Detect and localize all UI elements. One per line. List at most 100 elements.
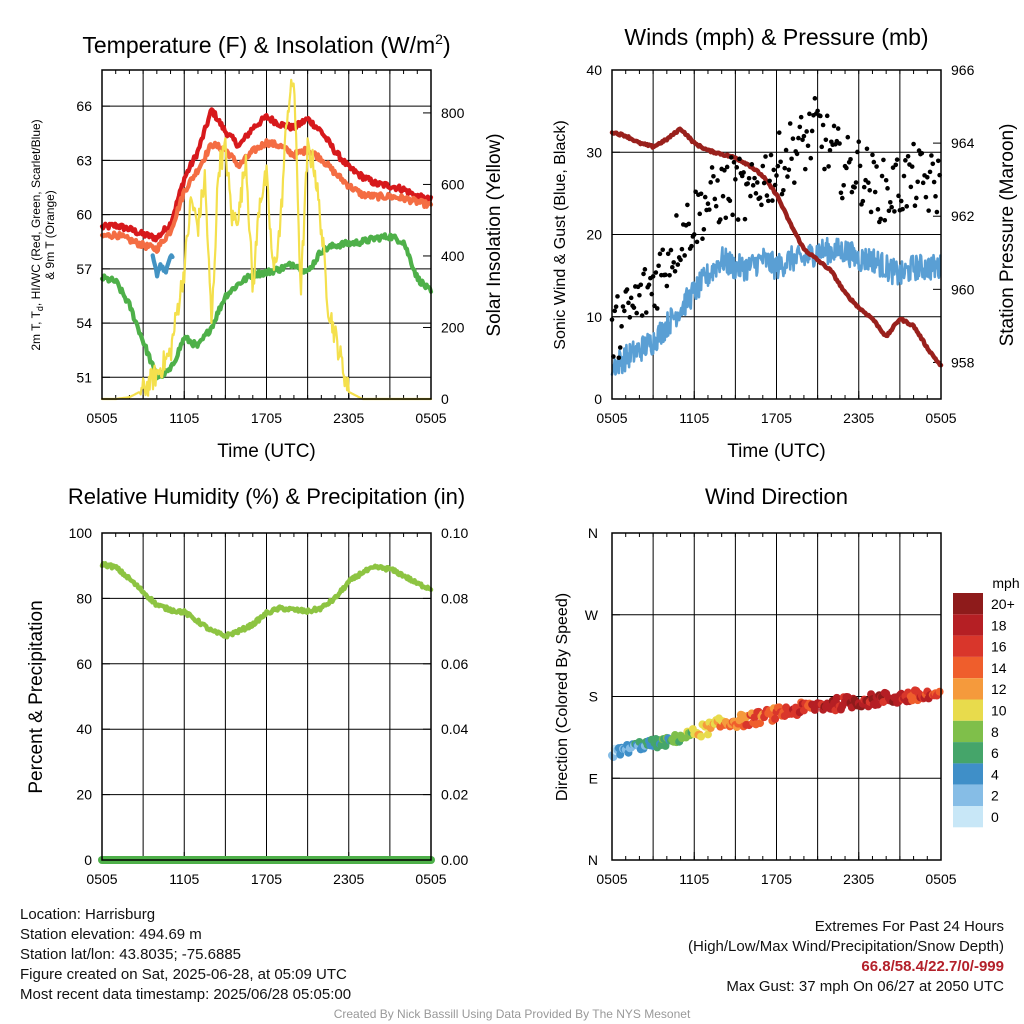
gust-point [742, 216, 748, 222]
gust-point [786, 167, 792, 173]
gust-point [894, 157, 900, 162]
gust-point [616, 355, 622, 361]
temperature-xlabel: Time (UTC) [217, 441, 316, 462]
winds-ytick-label: 20 [586, 227, 602, 243]
gust-point [715, 178, 720, 183]
gust-point [904, 204, 910, 209]
insolation-ytick-right-label: 400 [441, 248, 465, 264]
legend-label: 12 [991, 681, 1007, 697]
gust-point [689, 243, 694, 249]
gust-point [879, 173, 885, 179]
gust-point [911, 141, 916, 147]
gust-point [631, 305, 637, 310]
gust-point [915, 179, 920, 185]
gust-point [650, 274, 656, 279]
temperature-ylabel-line1: 2m T, Td, HI/WC (Red, Green, Scarlet/Blu… [29, 119, 45, 350]
gust-point [792, 180, 797, 185]
gust-point [663, 272, 668, 278]
gust-point [753, 191, 759, 196]
gust-point [731, 159, 737, 165]
direction-xtick-label: 1705 [761, 871, 792, 887]
insolation-ylabel: Solar Insolation (Yellow) [484, 133, 505, 336]
gust-point [741, 170, 746, 175]
winds-xlabel: Time (UTC) [727, 441, 826, 462]
humidity-ylabel: Percent & Precipitation [26, 600, 47, 793]
gust-point [783, 147, 789, 153]
gust-point [820, 122, 826, 128]
humidity-xtick-label: 1105 [169, 871, 199, 887]
gust-point [886, 208, 892, 214]
gust-point [720, 193, 726, 199]
gust-point [794, 151, 800, 157]
gust-point [883, 177, 889, 183]
station-info: Location: Harrisburg Station elevation: … [20, 905, 351, 1005]
humidity-ylabel-group: Percent & Precipitation [26, 600, 47, 793]
gust-point [919, 150, 925, 156]
legend-title: mph [992, 575, 1019, 591]
gust-point [653, 270, 659, 275]
gust-point [889, 204, 894, 210]
temperature-ytick-label: 60 [76, 207, 92, 223]
gust-point [866, 180, 871, 185]
gust-point [885, 186, 890, 191]
pressure-ytick-right-label: 960 [951, 281, 975, 297]
gust-point [620, 304, 626, 309]
gust-point [929, 153, 934, 158]
gust-point [892, 209, 897, 214]
legend-swatch [953, 656, 983, 679]
gust-point [660, 247, 666, 253]
humidity-ytick-label: 20 [76, 787, 92, 803]
humidity-xtick-label: 0505 [86, 871, 117, 887]
legend-swatch [953, 593, 983, 615]
gust-point [643, 310, 649, 315]
gust-point [903, 158, 908, 163]
gust-point [707, 207, 712, 212]
gust-point [634, 310, 639, 316]
gust-point [641, 271, 646, 277]
humidity-ytick-label: 80 [76, 590, 92, 606]
gust-point [637, 292, 642, 298]
gust-point [739, 173, 745, 179]
temperature-xtick-label: 2305 [333, 410, 364, 426]
legend-swatch [953, 742, 983, 764]
latlon-text: Station lat/lon: 43.8035; -75.6885 [20, 946, 242, 963]
legend-label: 8 [991, 724, 999, 740]
gust-point [697, 211, 703, 217]
legend-label: 18 [991, 617, 1007, 633]
precipitation-ytick-right-label: 0.04 [441, 721, 468, 737]
humidity-ytick-label: 40 [76, 721, 92, 737]
temperature-xtick-label: 1105 [169, 410, 199, 426]
elevation-text: Station elevation: 494.69 m [20, 926, 202, 943]
temperature-ytick-label: 57 [76, 261, 92, 277]
gust-point [896, 193, 901, 199]
created-text: Figure created on Sat, 2025-06-28, at 05… [20, 966, 347, 983]
gust-point [779, 191, 785, 197]
direction-point [935, 687, 944, 696]
gust-point [626, 300, 631, 306]
humidity-panel: Relative Humidity (%) & Precipitation (i… [26, 484, 468, 887]
gust-point [733, 177, 738, 182]
direction-xtick-label: 0505 [596, 871, 627, 887]
location-text: Location: Harrisburg [20, 906, 156, 923]
temperature-ytick-label: 51 [76, 369, 92, 385]
gust-point [746, 175, 752, 181]
humidity-xtick-label: 2305 [333, 871, 364, 887]
direction-xtick-label: 0505 [925, 871, 956, 887]
gust-point [749, 162, 755, 167]
gust-point [808, 155, 814, 161]
gust-point [882, 217, 888, 223]
temperature-ytick-label: 66 [76, 98, 92, 114]
gust-point [757, 195, 763, 200]
direction-frame [611, 532, 942, 861]
gust-point [717, 217, 723, 222]
gust-point [818, 113, 823, 119]
gust-point [935, 158, 941, 164]
legend-swatch [953, 614, 983, 636]
gust-point [931, 179, 937, 185]
winds-xtick-label: 0505 [925, 410, 956, 426]
gust-point [760, 163, 766, 169]
max-gust-text: Max Gust: 37 mph On 06/27 at 2050 UTC [726, 978, 1004, 995]
gust-point [639, 313, 645, 318]
gust-point [723, 215, 729, 221]
